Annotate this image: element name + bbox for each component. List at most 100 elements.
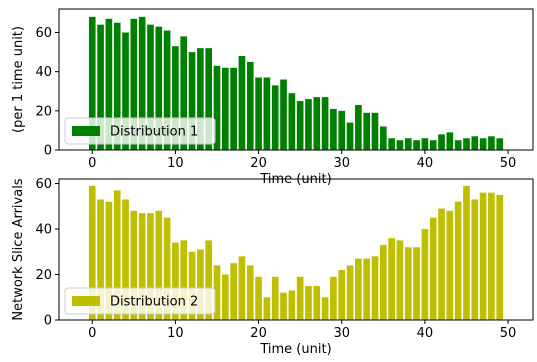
bar: [188, 251, 196, 320]
bar: [221, 67, 229, 150]
bar: [205, 240, 213, 320]
bar: [346, 265, 354, 320]
bar: [338, 269, 346, 320]
bar: [396, 140, 404, 150]
bar: [246, 265, 254, 320]
bar: [155, 26, 163, 151]
bar: [172, 242, 179, 320]
y-axis-label: Network Slice Arrivals: [11, 178, 26, 320]
bar: [188, 52, 196, 150]
bar: [379, 244, 387, 320]
bar: [429, 217, 437, 320]
bar: [271, 276, 279, 320]
bar: [313, 97, 321, 151]
bar: [429, 140, 437, 150]
bar: [288, 93, 296, 150]
y-tick-label: 20: [35, 268, 52, 283]
x-tick-label: 30: [333, 326, 350, 341]
bar: [446, 210, 454, 320]
bar: [163, 217, 171, 320]
bar: [246, 61, 254, 151]
bar: [463, 185, 470, 320]
bar: [388, 138, 395, 150]
bar: [263, 77, 271, 150]
y-tick-label: 40: [35, 65, 52, 80]
y-tick-label: 40: [35, 223, 52, 238]
bar: [255, 77, 262, 150]
bar: [88, 185, 96, 320]
bar: [180, 240, 188, 320]
bar: [488, 136, 495, 150]
bar: [330, 108, 337, 151]
chart-panel-bottom: 0 10 20 30 40 50 0 20 40 60 Time (unit) Network Sli…: [11, 177, 534, 357]
bar: [463, 138, 470, 150]
bar: [421, 138, 429, 150]
x-tick-label: 20: [250, 326, 267, 341]
bar: [363, 112, 371, 150]
bar: [396, 240, 404, 320]
x-tick-label: 10: [167, 156, 184, 171]
y-axis-label: (per 1 time unit): [11, 26, 26, 133]
bar: [255, 276, 262, 320]
bar: [172, 46, 179, 150]
bar: [288, 290, 296, 320]
bar: [280, 292, 287, 320]
bar: [496, 194, 504, 320]
bar: [130, 210, 138, 320]
bar: [355, 104, 362, 150]
legend-box: [64, 287, 216, 315]
bar: [197, 48, 204, 150]
bar: [138, 213, 146, 320]
bar: [413, 247, 420, 320]
bar: [105, 18, 113, 150]
bar: [355, 258, 362, 320]
y-tick-label: 0: [44, 144, 52, 159]
x-tick-label: 20: [250, 156, 267, 171]
bar: [479, 138, 487, 150]
bar: [105, 201, 113, 320]
bar: [138, 16, 146, 150]
bar: [155, 210, 163, 320]
bar: [454, 140, 462, 150]
bar: [496, 138, 504, 150]
bar: [221, 274, 229, 320]
bar: [113, 190, 121, 320]
x-tick-label: 40: [417, 326, 434, 341]
bar: [321, 297, 329, 320]
bar: [479, 192, 487, 320]
bar: [454, 201, 462, 320]
x-tick-label: 50: [500, 326, 517, 341]
bar: [330, 276, 337, 320]
bar: [404, 247, 412, 320]
bar: [147, 24, 154, 151]
bar: [122, 32, 129, 150]
bar: [438, 134, 445, 150]
bar: [404, 138, 412, 150]
bar: [147, 213, 154, 320]
bar: [163, 30, 171, 150]
legend-label: Distribution 1: [110, 125, 198, 140]
bar: [238, 56, 246, 150]
legend-box: [64, 117, 216, 145]
bar: [238, 256, 246, 320]
bar: [296, 101, 304, 150]
bar: [338, 110, 346, 150]
bar: [471, 199, 479, 320]
bar: [446, 132, 454, 151]
bar: [280, 79, 287, 150]
bar: [180, 36, 188, 150]
bar: [88, 16, 96, 150]
y-tick-label: 60: [35, 177, 52, 192]
x-tick-label: 50: [500, 156, 517, 171]
bar: [488, 192, 495, 320]
y-tick-label: 60: [35, 26, 52, 41]
x-tick-label: 10: [167, 326, 184, 341]
bar: [313, 285, 321, 320]
bar: [296, 276, 304, 320]
bar: [230, 263, 237, 320]
x-tick-label: 0: [88, 326, 96, 341]
x-tick-label: 0: [88, 156, 96, 171]
bar: [113, 22, 121, 150]
